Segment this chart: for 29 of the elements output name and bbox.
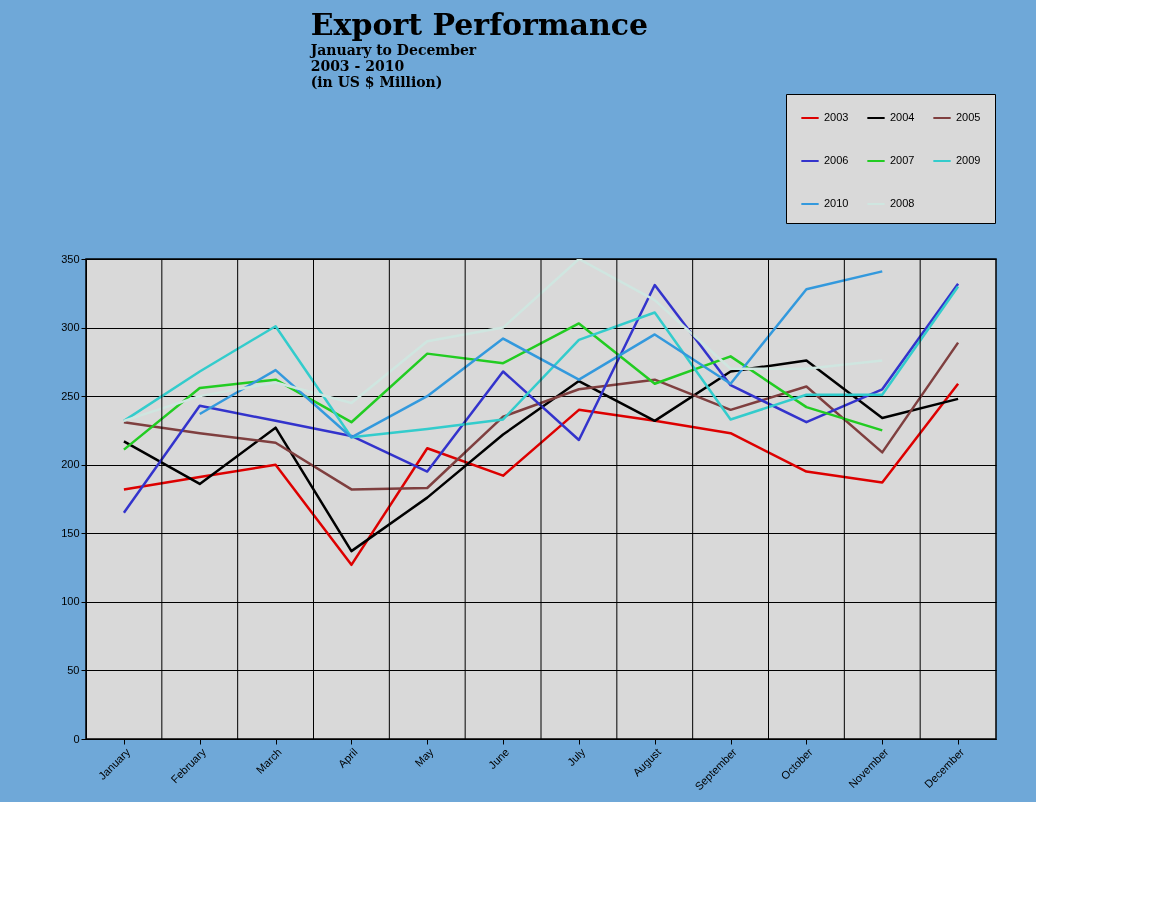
line-series [122,341,960,491]
y-tick-label: 300 [61,321,80,334]
x-tick-label: July [564,745,588,769]
line-series [122,285,960,439]
y-tick-label: 0 [73,732,80,745]
line-series [198,270,884,439]
text: 2003 - 2010 [310,57,405,74]
legend-label: 2006 [824,154,849,166]
y-tick-label: 350 [61,252,80,265]
line-series [122,322,884,451]
text: January to December [310,41,477,58]
chart-title: Export Performance [310,6,649,42]
legend-label: 2005 [956,111,981,123]
legend-label: 2008 [890,197,915,209]
legend-label: 2010 [824,197,849,209]
legend-label: 2004 [890,111,915,123]
x-tick-label: May [412,745,436,769]
legend-label: 2007 [890,154,915,166]
text: (in US $ Million) [310,73,443,90]
legend-label: 2009 [956,154,981,166]
y-tick-label: 200 [61,458,80,471]
line-series [122,382,960,567]
y-tick-label: 250 [61,389,80,402]
line-series [122,282,960,514]
line-series [122,259,884,423]
y-tick-label: 100 [61,595,80,608]
y-tick-label: 150 [61,526,80,539]
legend-label: 2003 [824,111,849,123]
y-tick-label: 50 [67,663,80,676]
